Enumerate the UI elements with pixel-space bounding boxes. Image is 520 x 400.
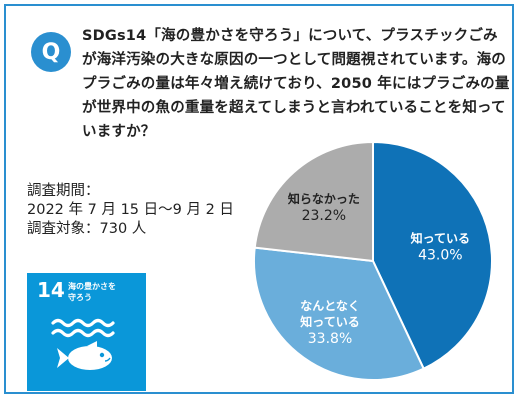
pie-label-2-line-0: 知らなかった xyxy=(287,191,360,206)
pie-slice-0 xyxy=(372,140,493,371)
fish-waves-icon xyxy=(51,318,115,370)
pie-label-1-line-1: 知っている xyxy=(299,314,359,329)
pie-slice-1 xyxy=(253,246,425,381)
survey-info: 調査期間： 2022 年 7 月 15 日〜9 月 2 日 調査対象：730 人 xyxy=(27,182,234,239)
pie-label-0-line-0: 知っている xyxy=(410,231,470,246)
survey-period-value: 2022 年 7 月 15 日〜9 月 2 日 xyxy=(27,202,234,218)
question-text: SDGs14「海の豊かさを守ろう」について、プラスチックごみが海洋汚染の大きな原… xyxy=(82,28,510,140)
pie-value-2: 23.2% xyxy=(302,208,346,224)
sdg14-icon: 14 海の豊かさを 守ろう xyxy=(27,273,146,391)
pie-slice-2 xyxy=(253,140,374,263)
pie-value-1: 33.8% xyxy=(308,331,352,347)
sdg-title-line2: 守ろう xyxy=(68,293,92,302)
pie-label-1-line-0: なんとなく xyxy=(300,299,360,313)
sdg-title: 海の豊かさを 守ろう xyxy=(68,281,116,303)
survey-period-label: 調査期間： xyxy=(27,183,100,199)
question-badge: Q xyxy=(31,32,71,72)
sdg-title-line1: 海の豊かさを xyxy=(68,282,116,291)
pie-value-0: 43.0% xyxy=(418,248,462,264)
survey-target: 調査対象：730 人 xyxy=(27,221,147,237)
sdg-number: 14 xyxy=(37,278,65,302)
